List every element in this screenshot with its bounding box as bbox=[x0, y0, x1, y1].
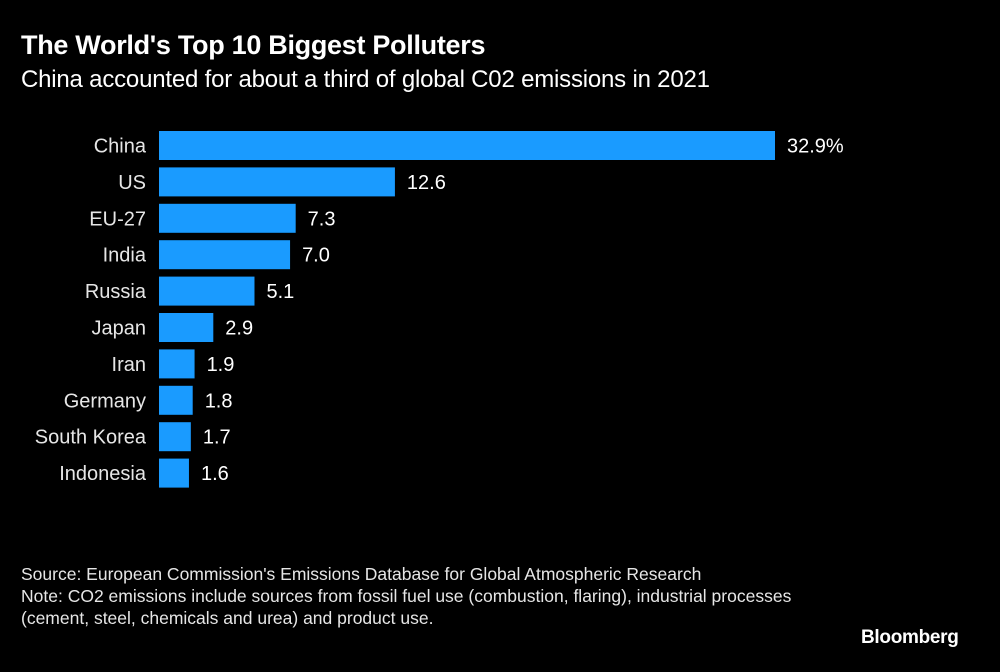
bar-china bbox=[159, 131, 775, 160]
value-label: 5.1 bbox=[266, 281, 294, 303]
bar-indonesia bbox=[159, 458, 189, 488]
value-label: 32.9% bbox=[787, 136, 844, 158]
bar-eu-27 bbox=[159, 203, 296, 233]
category-label: South Korea bbox=[35, 427, 147, 449]
category-label: Iran bbox=[112, 354, 146, 376]
value-label: 1.7 bbox=[203, 427, 231, 449]
footnotes: Source: European Commission's Emissions … bbox=[21, 563, 821, 629]
value-label: 1.9 bbox=[207, 354, 235, 376]
value-label: 1.6 bbox=[201, 463, 229, 485]
category-label: US bbox=[118, 172, 146, 194]
value-label: 7.3 bbox=[308, 208, 336, 230]
category-label: EU-27 bbox=[89, 208, 146, 230]
category-label: Indonesia bbox=[59, 463, 147, 485]
bar-us bbox=[159, 167, 395, 197]
bar-south-korea bbox=[159, 422, 191, 452]
category-label: Russia bbox=[85, 281, 147, 303]
bar-japan bbox=[159, 313, 214, 342]
bar-india bbox=[159, 240, 291, 270]
bar-iran bbox=[159, 349, 195, 379]
chart-subtitle: China accounted for about a third of glo… bbox=[21, 66, 710, 93]
category-label: India bbox=[103, 245, 147, 267]
chart-title: The World's Top 10 Biggest Polluters bbox=[21, 30, 486, 60]
value-label: 2.9 bbox=[225, 318, 253, 340]
category-label: Japan bbox=[92, 318, 147, 340]
value-label: 1.8 bbox=[205, 390, 233, 412]
value-label: 12.6 bbox=[407, 172, 446, 194]
bloomberg-logo: Bloomberg bbox=[861, 627, 959, 648]
bars-group: China 32.9% US 12.6 EU-27 7.3 India 7.0 Russia 5.… bbox=[35, 131, 844, 488]
source-note: Source: European Commission's Emissions … bbox=[21, 564, 702, 584]
methodology-note: Note: CO2 emissions include sources from… bbox=[21, 586, 792, 628]
category-label: China bbox=[94, 136, 147, 158]
value-label: 7.0 bbox=[302, 245, 330, 267]
bar-russia bbox=[159, 276, 255, 306]
category-label: Germany bbox=[64, 390, 146, 412]
bar-germany bbox=[159, 385, 193, 415]
